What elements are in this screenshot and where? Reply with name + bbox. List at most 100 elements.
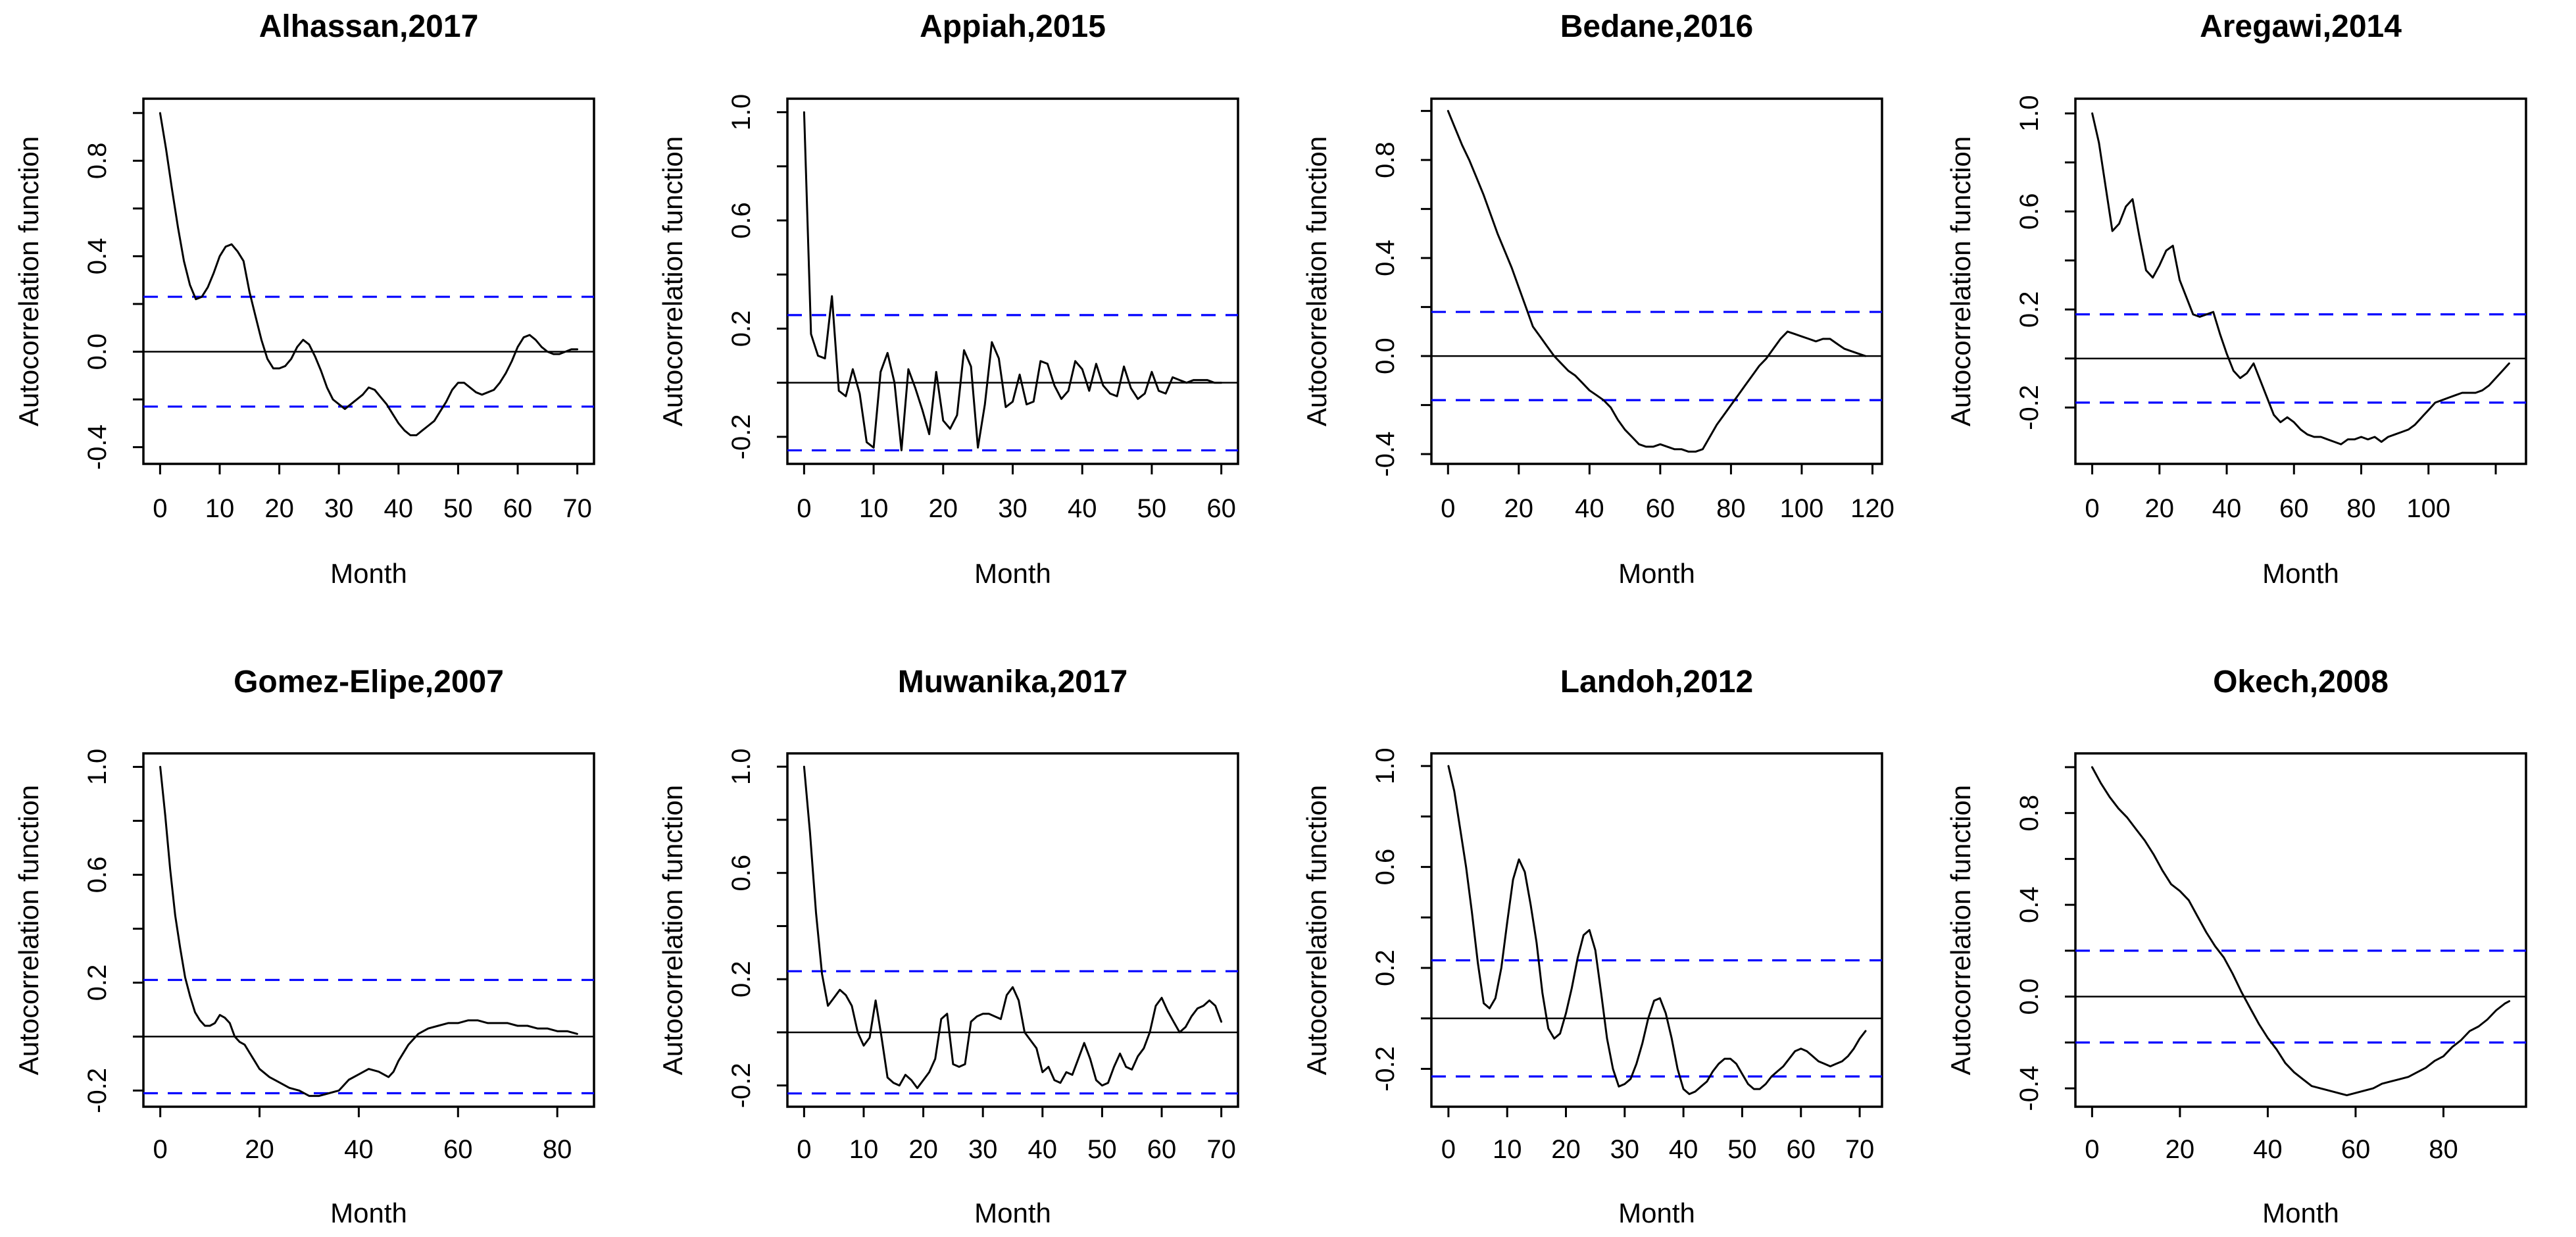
chart-title: Landoh,2012: [1560, 665, 1753, 699]
svg-text:20: 20: [2145, 494, 2175, 523]
svg-text:40: 40: [1068, 494, 1097, 523]
y-axis-label: Autocorrelation function: [1301, 785, 1332, 1075]
svg-text:80: 80: [2346, 494, 2376, 523]
svg-text:0.4: 0.4: [1371, 240, 1400, 276]
svg-text:30: 30: [968, 1135, 998, 1164]
acf-panel-okech-2008: Okech,2008 Autocorrelation function Mont…: [1932, 618, 2576, 1237]
svg-text:100: 100: [1780, 494, 1824, 523]
svg-text:40: 40: [344, 1135, 374, 1164]
acf-chart-svg: Okech,2008 Autocorrelation function Mont…: [1945, 665, 2527, 1228]
y-axis-label: Autocorrelation function: [1945, 785, 1976, 1075]
chart-title: Alhassan,2017: [259, 9, 479, 44]
svg-text:40: 40: [2212, 494, 2242, 523]
plot-area: 0 10 20 30 40 50 60 70 -0.2 0.2 0.6 1.0: [1371, 747, 1883, 1164]
svg-text:120: 120: [1850, 494, 1895, 523]
svg-text:0.8: 0.8: [83, 143, 112, 180]
svg-text:1.0: 1.0: [1371, 747, 1400, 784]
svg-text:40: 40: [1575, 494, 1604, 523]
acf-chart-svg: Landoh,2012 Autocorrelation function Mon…: [1301, 665, 1883, 1228]
svg-text:0: 0: [2085, 494, 2099, 523]
svg-text:0.6: 0.6: [727, 855, 756, 892]
svg-text:50: 50: [1137, 494, 1167, 523]
svg-text:50: 50: [1087, 1135, 1117, 1164]
svg-text:0: 0: [1441, 494, 1455, 523]
svg-text:-0.2: -0.2: [83, 1068, 112, 1113]
plot-area: 0 20 40 60 80 -0.4 0.0 0.4 0.8: [2015, 752, 2527, 1164]
acf-chart-svg: Alhassan,2017 Autocorrelation function M…: [13, 9, 595, 589]
svg-text:-0.2: -0.2: [727, 414, 756, 459]
y-axis-label: Autocorrelation function: [657, 136, 688, 426]
svg-text:70: 70: [1845, 1135, 1875, 1164]
svg-text:-0.2: -0.2: [727, 1063, 756, 1108]
acf-chart-svg: Appiah,2015 Autocorrelation function Mon…: [657, 9, 1239, 589]
svg-text:10: 10: [1493, 1135, 1522, 1164]
svg-text:0.2: 0.2: [2015, 291, 2044, 328]
svg-text:-0.4: -0.4: [1371, 432, 1400, 477]
svg-text:60: 60: [503, 494, 533, 523]
svg-text:0: 0: [2085, 1135, 2099, 1164]
svg-text:10: 10: [849, 1135, 879, 1164]
acf-panel-bedane-2016: Bedane,2016 Autocorrelation function Mon…: [1288, 0, 1932, 618]
svg-text:0: 0: [1441, 1135, 1456, 1164]
svg-text:60: 60: [2279, 494, 2309, 523]
acf-chart-svg: Gomez-Elipe,2007 Autocorrelation functio…: [13, 665, 595, 1228]
acf-chart-svg: Bedane,2016 Autocorrelation function Mon…: [1301, 9, 1895, 589]
svg-text:0.6: 0.6: [727, 202, 756, 239]
svg-text:70: 70: [1206, 1135, 1236, 1164]
svg-text:30: 30: [998, 494, 1028, 523]
svg-text:80: 80: [543, 1135, 572, 1164]
svg-text:0.4: 0.4: [2015, 886, 2044, 923]
acf-panel-landoh-2012: Landoh,2012 Autocorrelation function Mon…: [1288, 618, 1932, 1237]
plot-area: 0 10 20 30 40 50 60 70 -0.2 0.2 0.6 1.0: [727, 748, 1239, 1164]
svg-text:1.0: 1.0: [83, 749, 112, 786]
svg-text:40: 40: [384, 494, 414, 523]
svg-text:0.2: 0.2: [83, 965, 112, 1001]
svg-text:10: 10: [859, 494, 889, 523]
svg-text:-0.2: -0.2: [1371, 1046, 1400, 1092]
plot-area: 0 10 20 30 40 50 60 70 -0.4 0.0 0.4 0.8: [83, 97, 595, 523]
svg-text:0.2: 0.2: [1371, 949, 1400, 986]
acf-panel-aregawi-2014: Aregawi,2014 Autocorrelation function Mo…: [1932, 0, 2576, 618]
acf-panel-appiah-2015: Appiah,2015 Autocorrelation function Mon…: [644, 0, 1288, 618]
svg-text:0.8: 0.8: [1371, 141, 1400, 178]
chart-title: Bedane,2016: [1560, 9, 1754, 44]
svg-text:20: 20: [264, 494, 294, 523]
svg-text:20: 20: [1551, 1135, 1581, 1164]
chart-title: Gomez-Elipe,2007: [234, 665, 504, 699]
svg-text:1.0: 1.0: [2015, 95, 2044, 132]
svg-text:0.6: 0.6: [83, 857, 112, 894]
svg-text:0: 0: [797, 1135, 811, 1164]
svg-text:30: 30: [324, 494, 354, 523]
chart-title: Appiah,2015: [920, 9, 1106, 44]
chart-title: Muwanika,2017: [898, 665, 1128, 699]
svg-text:30: 30: [1610, 1135, 1640, 1164]
svg-text:0.6: 0.6: [1371, 849, 1400, 886]
svg-text:60: 60: [1787, 1135, 1816, 1164]
svg-text:60: 60: [1206, 494, 1236, 523]
svg-text:20: 20: [1504, 494, 1534, 523]
svg-text:50: 50: [1727, 1135, 1757, 1164]
x-axis-label: Month: [1618, 558, 1695, 589]
svg-text:20: 20: [2166, 1135, 2195, 1164]
y-axis-label: Autocorrelation function: [13, 785, 44, 1075]
plot-area: 0 10 20 30 40 50 60 -0.2 0.2 0.6 1.0: [727, 94, 1239, 523]
svg-text:0.0: 0.0: [1371, 338, 1400, 374]
svg-text:20: 20: [908, 1135, 938, 1164]
chart-title: Okech,2008: [2213, 665, 2389, 699]
x-axis-label: Month: [2262, 1198, 2339, 1228]
svg-text:20: 20: [245, 1135, 274, 1164]
svg-text:100: 100: [2406, 494, 2450, 523]
svg-text:0.4: 0.4: [83, 238, 112, 275]
acf-chart-svg: Muwanika,2017 Autocorrelation function M…: [657, 665, 1239, 1228]
svg-text:10: 10: [205, 494, 235, 523]
x-axis-label: Month: [330, 558, 407, 589]
svg-text:1.0: 1.0: [727, 94, 756, 131]
svg-text:80: 80: [1716, 494, 1746, 523]
x-axis-label: Month: [330, 1198, 407, 1228]
y-axis-label: Autocorrelation function: [657, 785, 688, 1075]
svg-text:20: 20: [929, 494, 958, 523]
acf-panel-gomez-elipe-2007: Gomez-Elipe,2007 Autocorrelation functio…: [0, 618, 644, 1237]
svg-text:0.8: 0.8: [2015, 795, 2044, 832]
acf-panel-muwanika-2017: Muwanika,2017 Autocorrelation function M…: [644, 618, 1288, 1237]
